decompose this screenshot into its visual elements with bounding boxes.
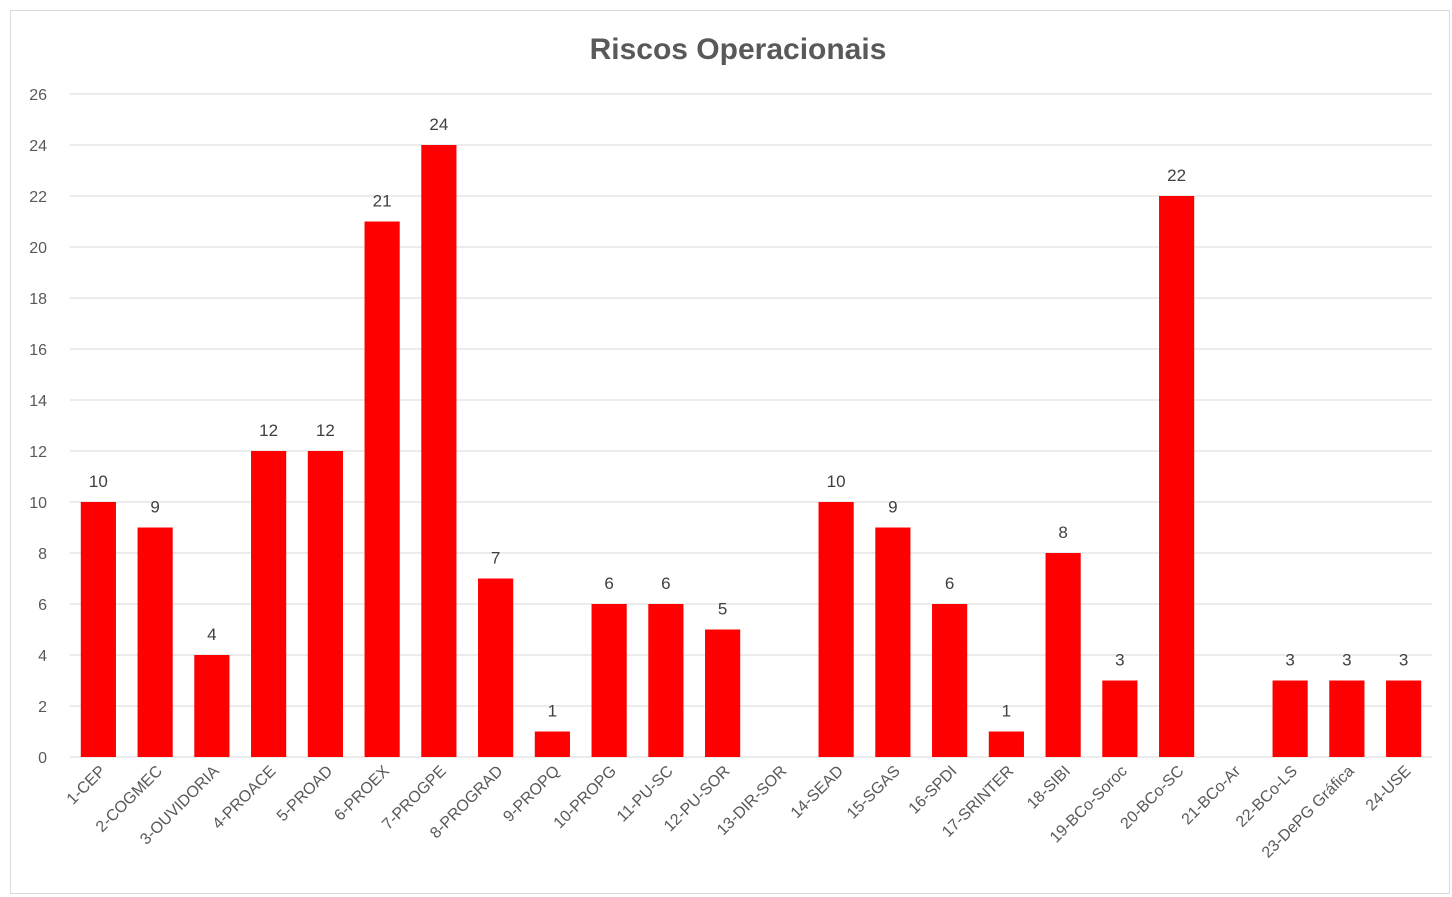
data-label: 10 xyxy=(89,472,108,491)
bar xyxy=(80,502,116,757)
x-axis-categories: 1-CEP2-COGMEC3-OUVIDORIA4-PROACE5-PROAD6… xyxy=(64,762,1415,861)
x-category-label: 14-SEAD xyxy=(788,763,847,822)
data-label: 6 xyxy=(945,574,954,593)
chart-title: Riscos Operacionais xyxy=(590,33,887,66)
bar xyxy=(932,604,968,757)
bar xyxy=(591,604,627,757)
bar xyxy=(307,451,343,757)
data-label: 5 xyxy=(718,600,727,619)
data-label: 12 xyxy=(316,421,335,440)
x-category-label: 18-SIBI xyxy=(1024,763,1074,813)
bar xyxy=(421,145,457,757)
bar xyxy=(1386,680,1422,757)
bar xyxy=(1045,553,1081,757)
data-label: 1 xyxy=(1002,702,1011,721)
y-tick-label: 10 xyxy=(29,495,47,512)
data-label: 21 xyxy=(373,192,392,211)
data-label: 6 xyxy=(604,574,613,593)
data-label: 9 xyxy=(888,498,897,517)
y-tick-label: 8 xyxy=(38,546,47,563)
y-tick-label: 16 xyxy=(29,342,47,359)
data-label: 4 xyxy=(207,625,216,644)
data-label: 3 xyxy=(1342,651,1351,670)
bar xyxy=(251,451,287,757)
bar xyxy=(194,655,230,757)
data-label: 8 xyxy=(1058,523,1067,542)
data-label: 7 xyxy=(491,549,500,568)
bar xyxy=(648,604,684,757)
data-label: 22 xyxy=(1167,166,1186,185)
y-tick-label: 6 xyxy=(38,597,47,614)
bar xyxy=(137,527,173,757)
data-label: 6 xyxy=(661,574,670,593)
x-category-label: 24-USE xyxy=(1363,763,1415,815)
data-label: 9 xyxy=(150,498,159,517)
bars xyxy=(80,145,1422,757)
data-label: 10 xyxy=(827,472,846,491)
y-tick-label: 26 xyxy=(29,87,47,104)
data-label: 12 xyxy=(259,421,278,440)
gridlines xyxy=(70,93,1432,758)
y-tick-label: 20 xyxy=(29,240,47,257)
bar xyxy=(1329,680,1365,757)
y-tick-label: 4 xyxy=(38,648,47,665)
bar xyxy=(988,731,1024,757)
bar xyxy=(364,221,400,757)
x-category-label: 16-SPDI xyxy=(906,763,961,818)
x-category-label: 1-CEP xyxy=(64,763,109,808)
bar xyxy=(705,629,741,757)
y-tick-label: 2 xyxy=(38,699,47,716)
y-tick-label: 18 xyxy=(29,291,47,308)
bar xyxy=(818,502,854,757)
bar xyxy=(1159,196,1195,757)
bar xyxy=(478,578,514,757)
x-category-label: 5-PROAD xyxy=(274,763,336,825)
data-label: 3 xyxy=(1285,651,1294,670)
bar xyxy=(1102,680,1138,757)
y-tick-label: 22 xyxy=(29,189,47,206)
y-tick-label: 14 xyxy=(29,393,47,410)
data-label: 3 xyxy=(1115,651,1124,670)
x-category-label: 15-SGAS xyxy=(844,763,904,823)
data-labels: 10 9 4 12 12 21 24 7 1 6 6 5 10 9 6 1 8 3 22 3 3 3 xyxy=(89,115,1408,721)
data-label: 24 xyxy=(429,115,448,134)
bar xyxy=(1272,680,1308,757)
bar xyxy=(534,731,570,757)
data-label: 1 xyxy=(548,702,557,721)
data-label: 3 xyxy=(1399,651,1408,670)
y-tick-label: 12 xyxy=(29,444,47,461)
y-tick-label: 24 xyxy=(29,138,47,155)
bar xyxy=(875,527,911,757)
y-tick-label: 0 xyxy=(38,750,47,767)
